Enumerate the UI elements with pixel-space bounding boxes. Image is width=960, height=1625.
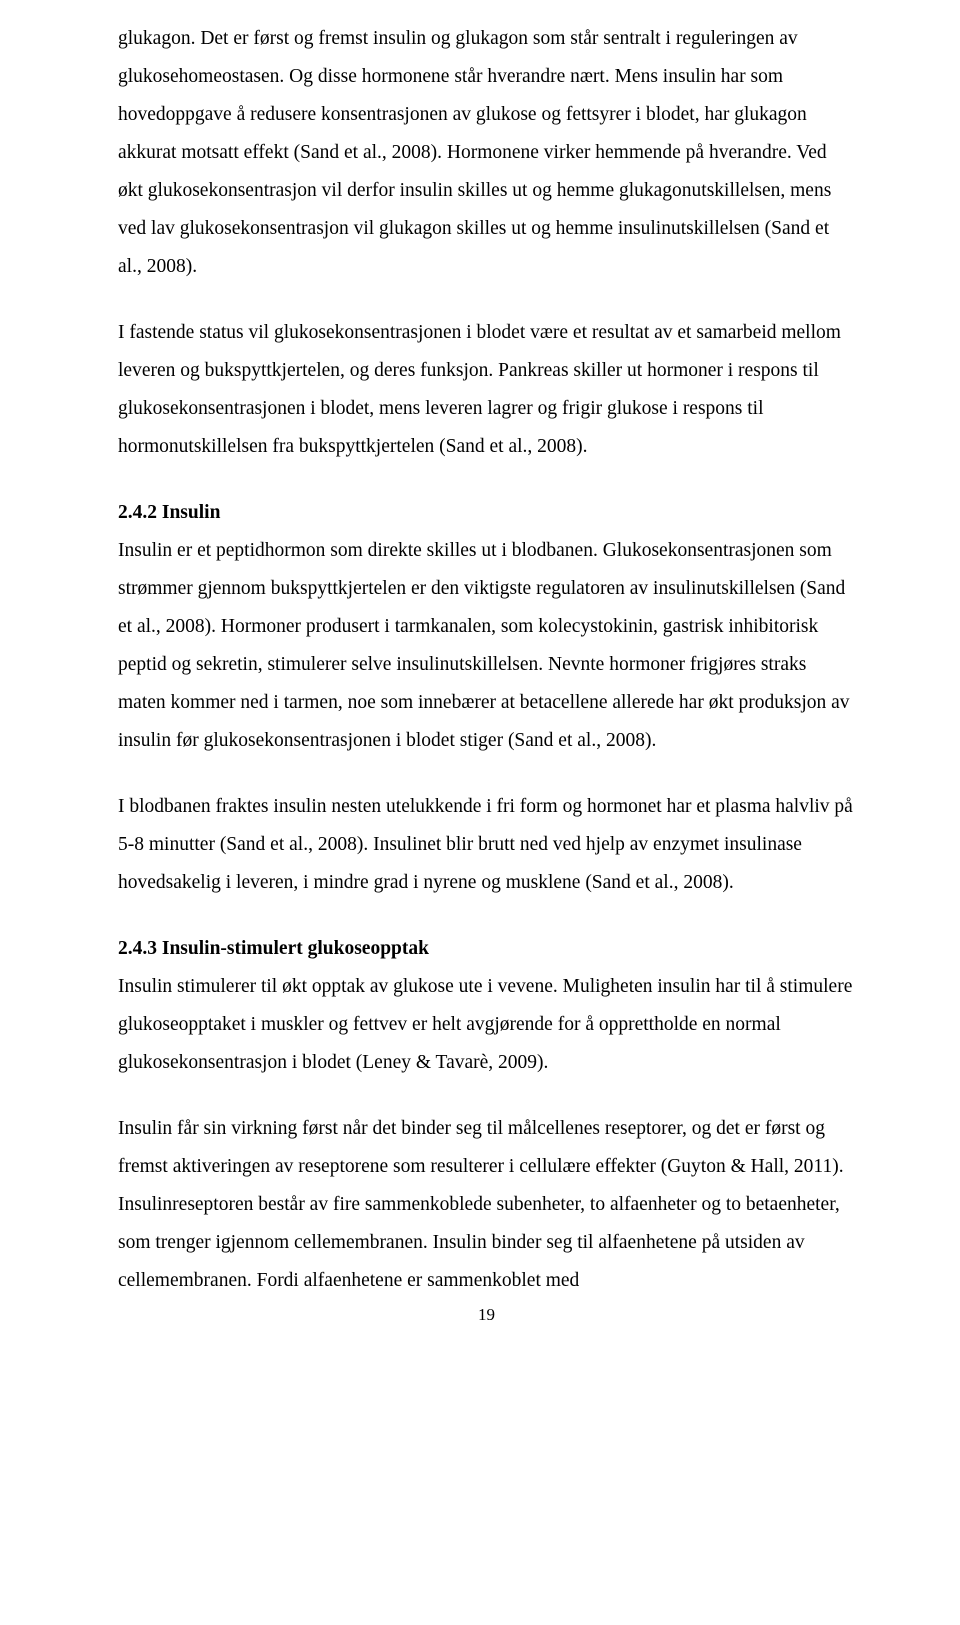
paragraph-1: glukagon. Det er først og fremst insulin… [118, 20, 855, 286]
paragraph-4: I blodbanen fraktes insulin nesten utelu… [118, 788, 855, 902]
page-number: 19 [118, 1305, 855, 1325]
paragraph-2: I fastende status vil glukosekonsentrasj… [118, 314, 855, 466]
section-2-4-2: 2.4.2 Insulin Insulin er et peptidhormon… [118, 494, 855, 760]
document-page: glukagon. Det er først og fremst insulin… [0, 0, 960, 1355]
paragraph-5: Insulin stimulerer til økt opptak av glu… [118, 968, 855, 1082]
section-2-4-3: 2.4.3 Insulin-stimulert glukoseopptak In… [118, 930, 855, 1082]
heading-2-4-2: 2.4.2 Insulin [118, 494, 855, 532]
heading-2-4-3: 2.4.3 Insulin-stimulert glukoseopptak [118, 930, 855, 968]
paragraph-3: Insulin er et peptidhormon som direkte s… [118, 532, 855, 760]
paragraph-6: Insulin får sin virkning først når det b… [118, 1110, 855, 1300]
